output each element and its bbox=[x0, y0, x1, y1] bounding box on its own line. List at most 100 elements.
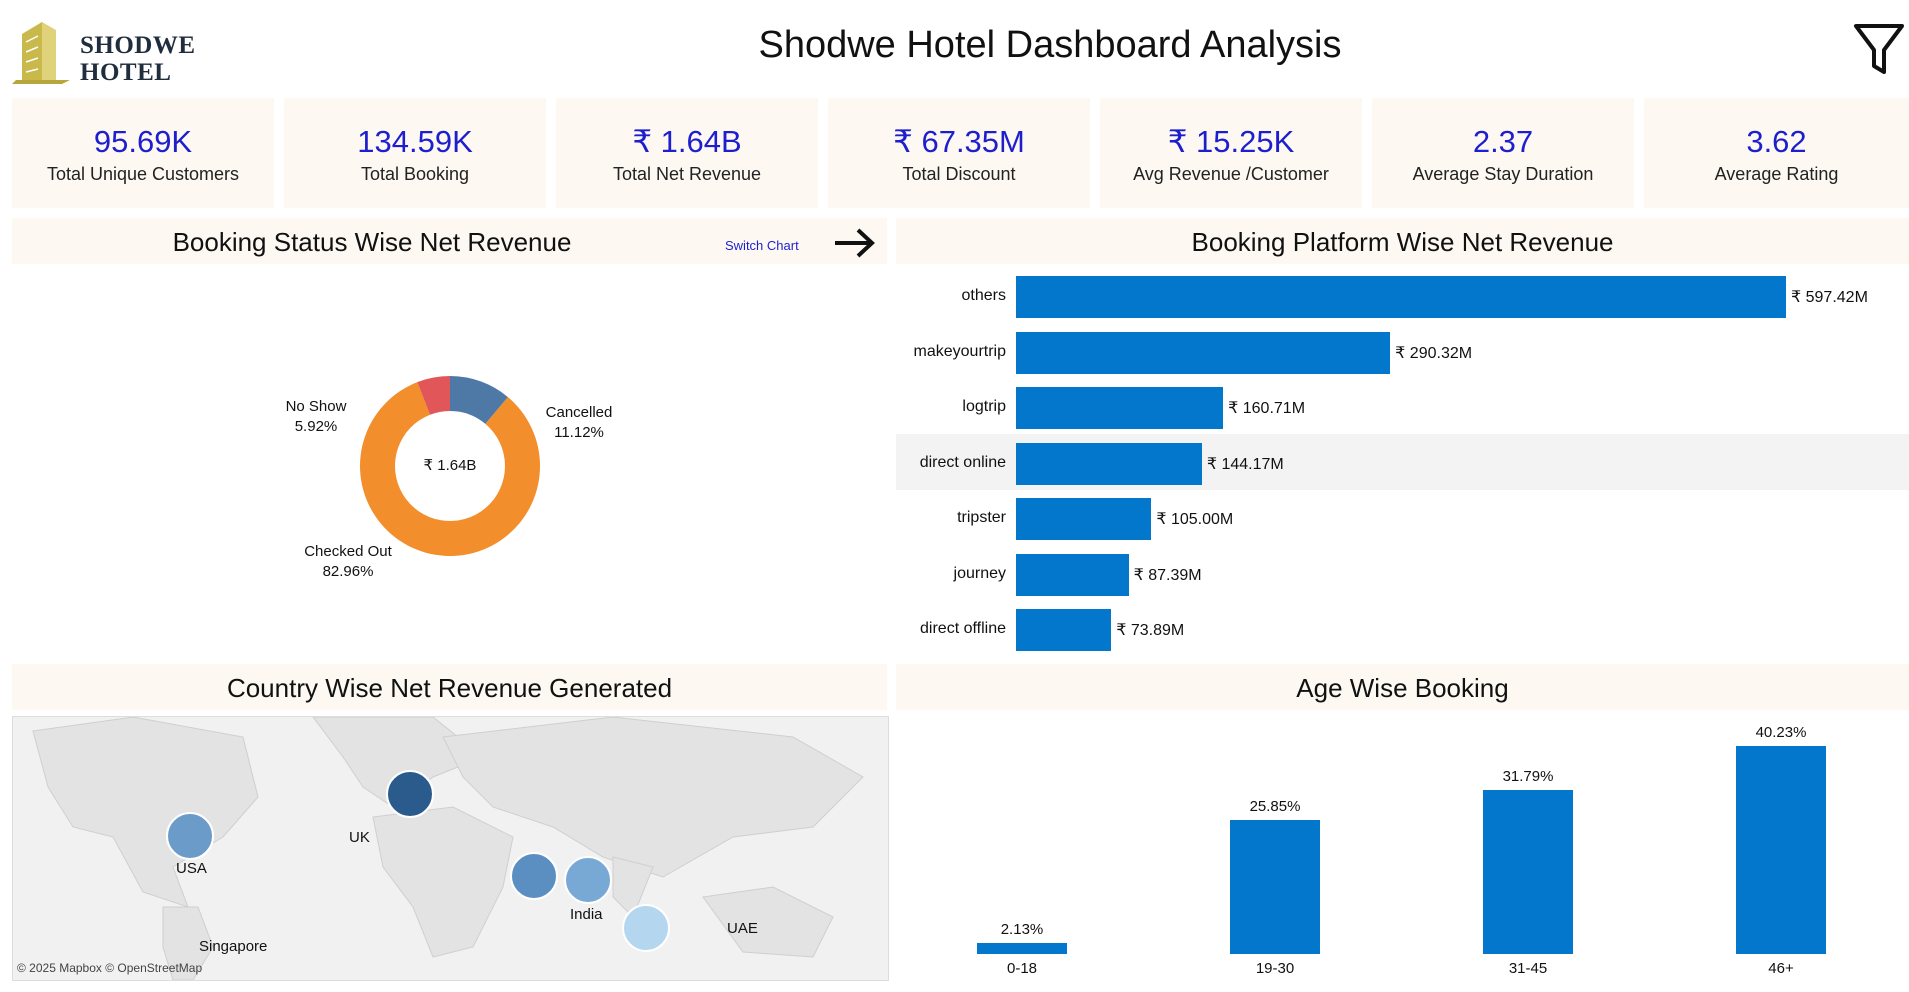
map-copyright: © 2025 Mapbox © OpenStreetMap bbox=[17, 961, 203, 975]
donut-cat: No Show bbox=[285, 398, 347, 415]
age-bar-value: 31.79% bbox=[1502, 767, 1554, 785]
map-label-uk: UK bbox=[349, 829, 370, 846]
kpi-label: Average Rating bbox=[1714, 164, 1839, 184]
world-map-base bbox=[32, 717, 864, 980]
donut-pct: 82.96% bbox=[322, 563, 374, 580]
platform-bar-value: ₹ 597.42M bbox=[1791, 289, 1868, 306]
platform-header: Booking Platform Wise Net Revenue bbox=[896, 218, 1909, 264]
kpi-card-avg-rating: 3.62 Average Rating bbox=[1644, 98, 1909, 208]
platform-bar-chart: others ₹ 597.42M makeyourtrip ₹ 290.32M logt… bbox=[896, 270, 1909, 660]
funnel-icon[interactable] bbox=[1853, 22, 1909, 80]
kpi-label: Total Net Revenue bbox=[612, 164, 762, 184]
donut-cat: Checked Out bbox=[304, 543, 392, 560]
age-header: Age Wise Booking bbox=[896, 664, 1909, 710]
kpi-value: ₹ 1.64B bbox=[632, 124, 742, 159]
bubble-singapore[interactable] bbox=[622, 904, 670, 952]
platform-category-label: direct online bbox=[919, 453, 1006, 471]
kpi-card-avg-revenue: ₹ 15.25K Avg Revenue /Customer bbox=[1100, 98, 1362, 208]
kpi-value: 2.37 bbox=[1472, 124, 1534, 159]
donut-slice-checked-out[interactable] bbox=[360, 382, 540, 556]
map-label-usa: USA bbox=[176, 860, 207, 877]
donut-cat: Cancelled bbox=[545, 404, 613, 421]
platform-bar[interactable] bbox=[1016, 442, 1202, 485]
platform-bar-value: ₹ 105.00M bbox=[1156, 511, 1234, 528]
platform-bar[interactable] bbox=[1016, 276, 1786, 318]
age-bar[interactable] bbox=[1483, 789, 1573, 954]
kpi-label: Total Unique Customers bbox=[46, 164, 240, 184]
age-category-label: 0-18 bbox=[1006, 960, 1038, 977]
platform-bar[interactable] bbox=[1016, 331, 1391, 374]
donut-slice-cancelled[interactable] bbox=[450, 376, 508, 424]
age-category-label: 19-30 bbox=[1255, 960, 1295, 977]
donut-slice-no-show[interactable] bbox=[417, 376, 450, 415]
bubble-uk[interactable] bbox=[386, 770, 434, 818]
platform-bar-value: ₹ 87.39M bbox=[1133, 566, 1202, 584]
map-label-singapore: Singapore bbox=[199, 938, 268, 955]
map-label-uae: UAE bbox=[727, 920, 758, 937]
platform-bar-value: ₹ 73.89M bbox=[1116, 622, 1185, 639]
booking-status-header: Booking Status Wise Net Revenue Switch C… bbox=[12, 218, 887, 264]
kpi-label: Average Stay Duration bbox=[1412, 164, 1594, 184]
logo-line-1: SHODWE bbox=[80, 32, 196, 59]
bubble-usa[interactable] bbox=[166, 812, 214, 860]
kpi-value: 95.69K bbox=[93, 124, 193, 159]
kpi-value: 134.59K bbox=[357, 124, 473, 159]
country-title: Country Wise Net Revenue Generated bbox=[226, 673, 673, 703]
platform-category-label: tripster bbox=[957, 509, 1006, 526]
platform-category-label: direct offline bbox=[920, 620, 1006, 637]
age-category-label: 46+ bbox=[1768, 960, 1794, 977]
bubble-india[interactable] bbox=[564, 856, 612, 904]
page-title: Shodwe Hotel Dashboard Analysis bbox=[758, 24, 1342, 66]
kpi-value: ₹ 15.25K bbox=[1167, 124, 1295, 159]
platform-bar[interactable] bbox=[1016, 387, 1224, 429]
platform-category-label: makeyourtrip bbox=[913, 342, 1006, 360]
age-category-label: 31-45 bbox=[1508, 960, 1548, 977]
platform-bar-value: ₹ 290.32M bbox=[1395, 344, 1473, 362]
booking-status-title: Booking Status Wise Net Revenue bbox=[172, 227, 572, 257]
kpi-card-avg-stay: 2.37 Average Stay Duration bbox=[1372, 98, 1634, 208]
kpi-label: Total Discount bbox=[902, 164, 1016, 184]
arrow-right-icon[interactable] bbox=[832, 226, 878, 260]
bubble-uae[interactable] bbox=[510, 852, 558, 900]
platform-category-label: journey bbox=[953, 564, 1006, 582]
map-bubble-layer bbox=[166, 770, 670, 952]
age-bar[interactable] bbox=[977, 942, 1067, 954]
logo-line-2: HOTEL bbox=[80, 59, 172, 86]
building-icon bbox=[12, 22, 70, 84]
kpi-value: 3.62 bbox=[1746, 124, 1807, 159]
platform-title: Booking Platform Wise Net Revenue bbox=[1191, 227, 1614, 257]
kpi-label: Avg Revenue /Customer bbox=[1133, 164, 1329, 184]
kpi-card-net-revenue: ₹ 1.64B Total Net Revenue bbox=[556, 98, 818, 208]
platform-category-label: logtrip bbox=[962, 398, 1006, 415]
platform-bar[interactable] bbox=[1016, 609, 1112, 651]
age-title: Age Wise Booking bbox=[1296, 673, 1509, 703]
age-bar-value: 40.23% bbox=[1755, 724, 1807, 741]
platform-bar-value: ₹ 160.71M bbox=[1228, 400, 1306, 417]
platform-category-label: others bbox=[961, 287, 1006, 304]
donut-center-label: ₹ 1.64B bbox=[423, 457, 477, 474]
kpi-card-total-discount: ₹ 67.35M Total Discount bbox=[828, 98, 1090, 208]
kpi-card-unique-customers: 95.69K Total Unique Customers bbox=[12, 98, 274, 208]
platform-bar[interactable] bbox=[1016, 498, 1152, 540]
platform-bar-value: ₹ 144.17M bbox=[1206, 455, 1284, 473]
donut-pct: 5.92% bbox=[294, 418, 338, 435]
kpi-value: ₹ 67.35M bbox=[893, 124, 1025, 159]
kpi-label: Total Booking bbox=[360, 164, 470, 184]
world-map[interactable] bbox=[12, 716, 889, 981]
donut-label-no-show: No Show 5.92% bbox=[276, 397, 356, 437]
kpi-card-total-booking: 134.59K Total Booking bbox=[284, 98, 546, 208]
country-header: Country Wise Net Revenue Generated bbox=[12, 664, 887, 710]
hotel-logo: SHODWE HOTEL bbox=[12, 20, 195, 90]
donut-label-checked-out: Checked Out 82.96% bbox=[298, 542, 398, 582]
map-label-india: India bbox=[570, 906, 603, 923]
logo-text: SHODWE HOTEL bbox=[80, 32, 196, 86]
donut-label-cancelled: Cancelled 11.12% bbox=[536, 403, 622, 443]
age-bar[interactable] bbox=[1230, 820, 1320, 954]
switch-chart-button[interactable]: Switch Chart bbox=[725, 238, 799, 253]
platform-bar[interactable] bbox=[1016, 553, 1129, 596]
age-bar-chart: 2.13% 0-18 25.85% 19-30 31.79% 31-45 40.23% 46+ bbox=[896, 716, 1909, 986]
age-bar[interactable] bbox=[1736, 746, 1826, 954]
age-bar-value: 2.13% bbox=[1000, 920, 1044, 938]
donut-pct: 11.12% bbox=[554, 424, 604, 441]
kpi-row: 95.69K Total Unique Customers 134.59K To… bbox=[12, 98, 1909, 208]
